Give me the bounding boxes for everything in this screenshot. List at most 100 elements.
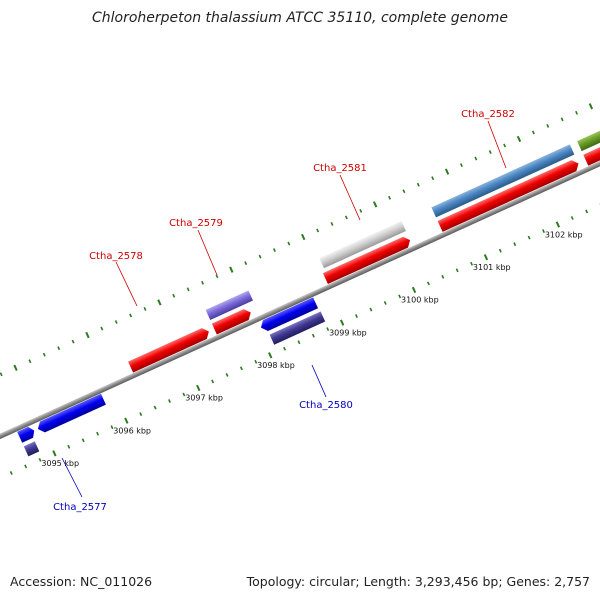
tick-mark <box>369 307 373 312</box>
tick-mark <box>13 364 18 371</box>
reverse-strand-genes <box>17 297 326 457</box>
tick-labels: 3095 kbp 3096 kbp 3097 kbp 3098 kbp 3099 kbp… <box>41 230 582 468</box>
genome-stats-text: Topology: circular; Length: 3,293,456 bp… <box>246 574 590 589</box>
tick-mark <box>283 346 287 351</box>
tick-mark <box>388 195 391 200</box>
tick-mark <box>301 233 306 241</box>
genome-backbone <box>0 123 600 477</box>
tick-mark <box>426 281 430 286</box>
tick-mark <box>398 294 402 299</box>
tick-mark <box>546 123 550 128</box>
gene-label[interactable]: Ctha_2578 <box>89 251 143 262</box>
gene-steelblue-block[interactable] <box>431 144 575 218</box>
tick-label: 3100 kbp <box>401 296 439 305</box>
gene-navy-block[interactable] <box>23 441 40 457</box>
tick-mark <box>444 168 450 175</box>
tick-label: 3095 kbp <box>41 459 79 468</box>
tick-mark <box>273 248 276 253</box>
tick-mark <box>172 293 176 298</box>
tick-mark <box>38 457 42 462</box>
tick-mark <box>483 254 489 261</box>
tick-mark <box>488 150 492 154</box>
tick-row-lower <box>9 203 600 475</box>
tick-mark <box>431 176 435 181</box>
tick-mark <box>542 229 545 234</box>
tick-mark <box>316 228 320 233</box>
tick-mark <box>96 431 100 436</box>
tick-mark <box>71 339 75 344</box>
tick-label: 3096 kbp <box>113 426 151 435</box>
tick-label: 3097 kbp <box>185 394 223 403</box>
gene-lavender-block[interactable] <box>205 290 253 320</box>
tick-mark <box>575 110 578 115</box>
map-title: Chloroherpeton thalassium ATCC 35110, co… <box>92 10 508 26</box>
gene-red-arrow[interactable] <box>322 235 413 285</box>
tick-mark <box>555 221 561 228</box>
tick-mark <box>124 417 129 424</box>
tick-mark <box>339 319 345 326</box>
tick-mark <box>153 405 157 410</box>
tick-mark <box>143 307 147 311</box>
gene-red-arrow[interactable] <box>583 135 600 166</box>
tick-mark <box>297 340 301 345</box>
tick-mark <box>196 384 201 392</box>
tick-mark <box>239 366 243 371</box>
tick-mark <box>182 392 186 397</box>
tick-mark <box>359 208 363 213</box>
tick-mark <box>67 444 71 449</box>
tick-row-upper <box>0 103 594 377</box>
tick-mark <box>9 471 13 475</box>
tick-mark <box>560 117 564 122</box>
tick-mark <box>513 242 517 247</box>
gene-blue-arrow[interactable] <box>35 393 106 435</box>
gene-red-arrow[interactable] <box>211 307 253 335</box>
tick-mark <box>168 399 171 403</box>
gene-label[interactable]: Ctha_2582 <box>461 109 515 120</box>
tick-mark <box>402 189 406 194</box>
gene-label[interactable]: Ctha_2579 <box>169 218 223 229</box>
gene-label[interactable]: Ctha_2577 <box>53 502 107 513</box>
gene-callouts: Ctha_2577 Ctha_2578 Ctha_2579 Ctha_2580 … <box>53 109 515 513</box>
tick-mark <box>585 209 589 214</box>
gene-gray-block[interactable] <box>319 220 406 269</box>
gene-red-arrow[interactable] <box>437 158 581 232</box>
tick-mark <box>455 268 459 273</box>
gene-blue-arrow[interactable] <box>258 297 319 333</box>
gene-olive-block[interactable] <box>577 123 600 152</box>
tick-mark <box>588 103 594 110</box>
tick-mark <box>215 274 219 279</box>
gene-navy-block[interactable] <box>269 311 326 345</box>
tick-mark <box>114 320 118 324</box>
tick-mark <box>258 254 262 259</box>
tick-mark <box>474 156 478 161</box>
tick-mark <box>470 261 474 266</box>
tick-mark <box>244 261 248 266</box>
tick-mark <box>326 327 330 332</box>
tick-mark <box>441 274 445 279</box>
gene-blue-arrow[interactable] <box>17 425 37 443</box>
tick-mark <box>570 216 574 220</box>
gene-label[interactable]: Ctha_2581 <box>313 163 367 174</box>
tick-mark <box>460 163 463 168</box>
tick-mark <box>330 222 334 226</box>
tick-mark <box>139 412 143 417</box>
tick-label: 3098 kbp <box>257 361 295 370</box>
tick-mark <box>186 287 190 292</box>
tick-mark <box>110 425 114 430</box>
tick-label: 3099 kbp <box>329 328 367 337</box>
tick-mark <box>383 301 387 305</box>
tick-mark <box>373 201 378 208</box>
gene-label[interactable]: Ctha_2580 <box>299 400 353 411</box>
tick-mark <box>52 450 57 457</box>
tick-mark <box>254 359 258 364</box>
tick-mark <box>157 299 162 306</box>
gene-red-arrow[interactable] <box>128 326 211 373</box>
tick-mark <box>416 182 420 187</box>
tick-mark <box>42 352 46 357</box>
tick-mark <box>344 215 348 220</box>
forward-strand-genes <box>128 123 600 373</box>
tick-mark <box>311 333 315 338</box>
tick-mark <box>28 359 32 364</box>
tick-mark <box>0 372 3 377</box>
